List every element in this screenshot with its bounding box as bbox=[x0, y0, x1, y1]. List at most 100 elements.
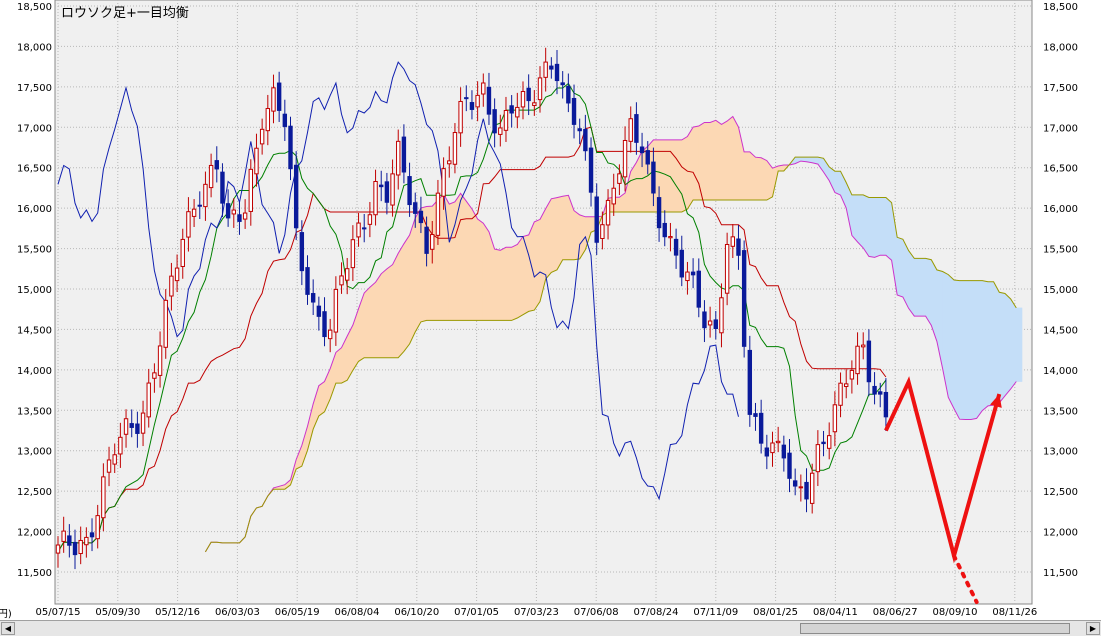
y-tick-label-left: 15,500 bbox=[17, 245, 52, 256]
kumo-segment bbox=[964, 280, 972, 420]
scroll-right-arrow-icon[interactable]: ▶ bbox=[1086, 622, 1100, 635]
chikou-span-line bbox=[57, 61, 739, 501]
kumo-segment bbox=[919, 258, 926, 317]
kumo-segment bbox=[403, 233, 410, 353]
candle-up bbox=[367, 214, 373, 225]
scroll-thumb[interactable] bbox=[800, 623, 1070, 634]
kumo-segment bbox=[386, 264, 393, 358]
y-tick-label-left: 15,000 bbox=[17, 285, 52, 296]
x-tick-label: 07/01/05 bbox=[454, 607, 499, 618]
candle-down bbox=[384, 181, 390, 203]
x-tick-label: 06/03/03 bbox=[215, 607, 260, 618]
candle-up bbox=[543, 61, 548, 78]
candle-down bbox=[418, 210, 424, 224]
candle-up bbox=[832, 404, 838, 433]
candle-down bbox=[571, 97, 577, 125]
candle-up bbox=[163, 299, 168, 348]
kumo-segment bbox=[1004, 292, 1011, 397]
kumo-segment bbox=[369, 281, 376, 358]
kumo-segment bbox=[987, 281, 994, 407]
candle-up bbox=[685, 271, 690, 282]
tenkan-line bbox=[57, 82, 887, 553]
kumo-segment bbox=[896, 236, 904, 298]
candle-down bbox=[316, 305, 322, 317]
kumo-segment bbox=[862, 194, 870, 258]
candle-down bbox=[67, 535, 72, 546]
candle-up bbox=[373, 180, 378, 216]
candle-up bbox=[84, 536, 89, 546]
kumo-segment bbox=[500, 246, 507, 321]
candle-down bbox=[72, 541, 78, 556]
horizontal-scrollbar[interactable]: ◀ ▶ bbox=[0, 620, 1101, 636]
candle-down bbox=[299, 232, 305, 272]
kumo-segment bbox=[953, 279, 960, 420]
candle-up bbox=[254, 147, 259, 175]
candle-down bbox=[401, 136, 407, 173]
kumo-segment bbox=[397, 242, 405, 359]
scroll-left-arrow-icon[interactable]: ◀ bbox=[1, 622, 15, 635]
forecast-arrowhead bbox=[990, 394, 1002, 408]
y-tick-label-right: 17,000 bbox=[1043, 123, 1078, 134]
candle-up bbox=[146, 382, 151, 418]
kumo-segment bbox=[879, 197, 887, 256]
x-tick-label: 08/04/11 bbox=[813, 607, 858, 618]
candle-down bbox=[276, 82, 282, 111]
x-tick-label: 07/11/09 bbox=[693, 607, 738, 618]
kumo-segment bbox=[556, 195, 563, 271]
kumo-segment bbox=[692, 125, 700, 201]
y-tick-label-right: 14,500 bbox=[1043, 325, 1078, 336]
kumo-segment bbox=[687, 126, 694, 211]
candle-down bbox=[464, 97, 469, 100]
candle-down bbox=[469, 102, 475, 110]
kumo-segment bbox=[982, 280, 989, 412]
candle-up bbox=[452, 132, 458, 165]
candle-down bbox=[282, 113, 288, 127]
y-tick-label-left: 14,000 bbox=[17, 366, 52, 377]
forecast-arrows bbox=[884, 376, 1002, 604]
candle-down bbox=[821, 441, 826, 445]
candle-up bbox=[356, 222, 361, 238]
candle-down bbox=[713, 319, 718, 330]
x-tick-label: 07/06/08 bbox=[574, 607, 619, 618]
indicator-lines bbox=[57, 61, 1017, 553]
candle-up bbox=[242, 212, 248, 220]
x-tick-label: 06/05/19 bbox=[275, 607, 320, 618]
candle-down bbox=[690, 271, 696, 276]
kumo-segment bbox=[885, 196, 892, 262]
kumo-segment bbox=[505, 246, 512, 321]
y-tick-label-right: 11,500 bbox=[1043, 568, 1078, 579]
candle-up bbox=[208, 164, 214, 189]
candle-down bbox=[560, 82, 565, 86]
kumo-segment bbox=[409, 218, 416, 344]
y-tick-label-right: 15,000 bbox=[1043, 285, 1078, 296]
kumo-segment bbox=[851, 194, 858, 243]
kumo-segment bbox=[993, 281, 1000, 406]
candle-up bbox=[520, 91, 526, 108]
y-tick-label-left: 17,500 bbox=[17, 83, 52, 94]
kumo-segment bbox=[721, 120, 728, 201]
candle-down bbox=[129, 423, 134, 428]
candle-down bbox=[220, 171, 225, 204]
chart-title: ロウソク足+一目均衡 bbox=[61, 6, 189, 21]
candle-up bbox=[203, 183, 208, 208]
candle-up bbox=[435, 192, 441, 236]
candle-up bbox=[622, 139, 628, 178]
x-tick-label: 08/01/25 bbox=[753, 607, 798, 618]
candle-down bbox=[872, 385, 877, 395]
kumo-segment bbox=[545, 197, 552, 280]
candle-down bbox=[588, 147, 594, 193]
ichimoku-chart: 11,500 11,500 12,000 12,000 12,500 12,500 13,0… bbox=[0, 0, 1078, 620]
candle-up bbox=[809, 472, 815, 504]
candle-down bbox=[758, 412, 764, 444]
kumo-segment bbox=[959, 280, 966, 420]
candle-down bbox=[549, 65, 554, 70]
y-tick-label-left: 11,500 bbox=[17, 568, 52, 579]
y-tick-label-left: 16,500 bbox=[17, 164, 52, 175]
kumo-segment bbox=[1010, 298, 1017, 390]
x-tick-label: 05/12/16 bbox=[155, 607, 200, 618]
y-tick-label-left: 18,500 bbox=[17, 2, 52, 13]
candle-up bbox=[327, 329, 333, 340]
candle-up bbox=[855, 345, 860, 375]
y-tick-label-right: 13,500 bbox=[1043, 406, 1078, 417]
candle-up bbox=[441, 168, 446, 197]
